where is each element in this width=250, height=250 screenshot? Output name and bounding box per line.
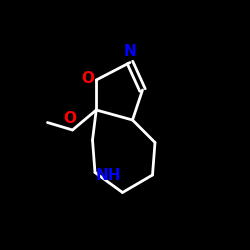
Text: N: N (124, 44, 136, 59)
Text: O: O (64, 111, 76, 126)
Text: NH: NH (96, 168, 122, 182)
Text: O: O (81, 71, 94, 86)
